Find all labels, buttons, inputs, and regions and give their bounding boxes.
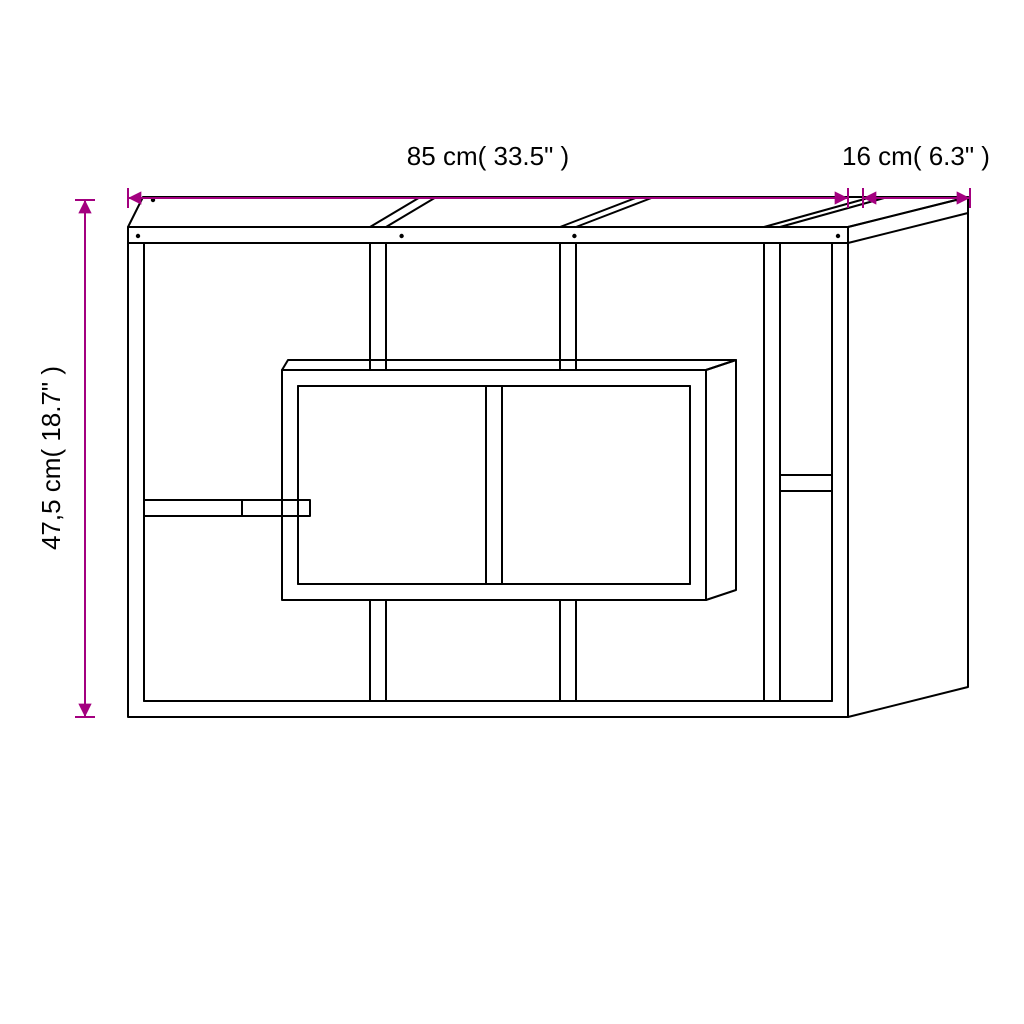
depth-label: 16 cm( 6.3" ) [842,141,990,171]
width-label: 85 cm( 33.5" ) [407,141,569,171]
dimension-lines [75,188,970,717]
dimension-drawing: 85 cm( 33.5" ) 16 cm( 6.3" ) 47,5 cm( 18… [0,0,1024,1024]
height-label: 47,5 cm( 18.7" ) [36,366,66,550]
shelf-line-drawing [128,197,968,717]
